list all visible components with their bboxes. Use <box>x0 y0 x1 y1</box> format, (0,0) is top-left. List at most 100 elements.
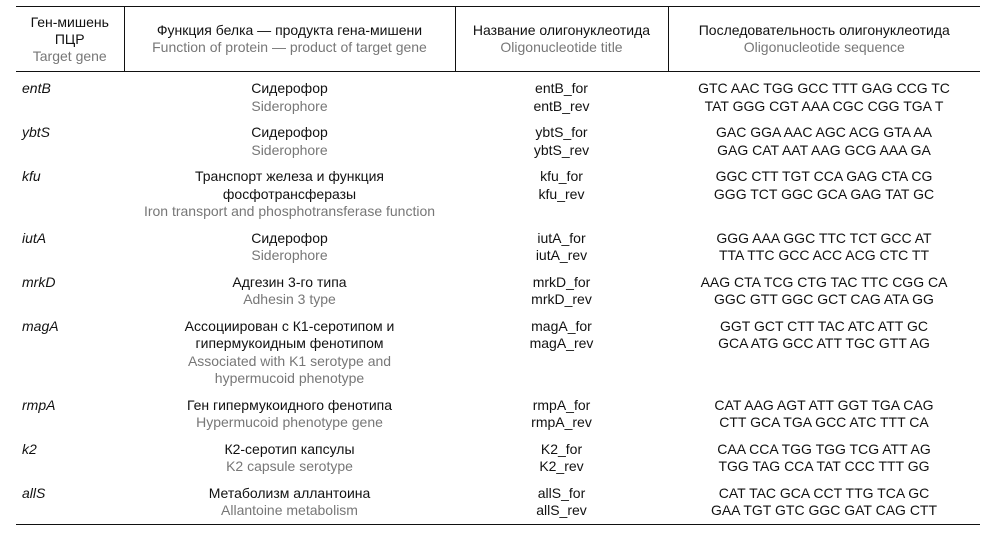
sequence-for: CAT AAG AGT ATT GGT TGA CAG <box>714 396 934 413</box>
sequence-cell: CAT AAG AGT ATT GGT TGA CAG CTT GCA TGA G… <box>668 392 980 436</box>
title-cell: rmpA_for rmpA_rev <box>455 392 668 436</box>
gene-cell: rmpA <box>16 392 124 436</box>
sequence-for: GGT GCT CTT TAC ATC ATT GC <box>720 317 928 334</box>
function-ru: Ассоциирован с К1-серотипом и гипермукои… <box>184 317 395 352</box>
sequence-rev: GAG CAT AAT AAG GCG AAA GA <box>717 141 931 158</box>
table-row: k2 К2-серотип капсулы K2 capsule serotype… <box>16 436 980 480</box>
primer-for: rmpA_for <box>532 396 591 413</box>
sequence-rev: GCA ATG GCC ATT TGC GTT AG <box>718 335 930 351</box>
gene-cell: allS <box>16 480 124 525</box>
gene-cell: mrkD <box>16 269 124 313</box>
title-cell: entB_for entB_rev <box>455 72 668 120</box>
sequence-rev: GGC GTT GGC GCT CAG ATA GG <box>714 291 934 307</box>
sequence-for: GGG AAA GGC TTC TCT GCC AT <box>716 229 932 246</box>
sequence-cell: GGT GCT CTT TAC ATC ATT GC GCA ATG GCC AT… <box>668 313 980 392</box>
primer-rev: K2_rev <box>539 458 584 474</box>
primer-for: K2_for <box>540 440 583 457</box>
table-row: rmpA Ген гипермукоидного фенотипа Hypermu… <box>16 392 980 436</box>
gene-name: allS <box>22 484 46 501</box>
gene-name: magA <box>22 317 59 334</box>
primer-for: iutA_for <box>537 229 586 246</box>
sequence-rev: TTA TTC GCC ACC ACG CTC TT <box>718 247 929 263</box>
table-row: iutA Сидерофор Siderophore iutA_for iutA_r… <box>16 225 980 269</box>
gene-cell: kfu <box>16 164 124 226</box>
gene-cell: k2 <box>16 436 124 480</box>
title-cell: mrkD_for mrkD_rev <box>455 269 668 313</box>
gene-cell: iutA <box>16 225 124 269</box>
gene-cell: ybtS <box>16 120 124 164</box>
title-cell: iutA_for iutA_rev <box>455 225 668 269</box>
sequence-rev: TAT GGG CGT AAA CGC CGG TGA T <box>704 97 944 114</box>
function-cell: Сидерофор Siderophore <box>124 225 455 269</box>
header-ru: Последовательность олигонуклеотида <box>698 22 950 38</box>
primer-rev: iutA_rev <box>535 247 588 263</box>
title-cell: magA_for magA_rev <box>455 313 668 392</box>
gene-cell: magA <box>16 313 124 392</box>
sequence-cell: CAT TAC GCA CCT TTG TCA GC GAA TGT GTC GG… <box>668 480 980 525</box>
function-ru: Адгезин 3-го типа <box>232 273 347 290</box>
sequence-cell: GGC CTT TGT CCA GAG CTA CG GGG TCT GGC GC… <box>668 164 980 226</box>
gene-cell: entB <box>16 72 124 120</box>
primer-for: allS_for <box>537 484 586 501</box>
table-row: allS Метаболизм аллантоина Allantoine met… <box>16 480 980 525</box>
primer-rev: ybtS_rev <box>533 141 590 158</box>
table-row: magA Ассоциирован с К1-серотипом и гипер… <box>16 313 980 392</box>
primer-rev: allS_rev <box>536 502 587 518</box>
function-ru: К2-серотип капсулы <box>224 440 355 457</box>
header-en: Target gene <box>32 47 107 64</box>
function-en: Siderophore <box>251 141 328 158</box>
gene-name: iutA <box>22 229 47 246</box>
header-row: Ген-мишень ПЦР Target gene Функция белка … <box>16 6 980 72</box>
table-row: kfu Транспорт железа и функция фосфотран… <box>16 164 980 226</box>
primer-for: entB_for <box>535 80 588 96</box>
gene-name: rmpA <box>22 396 56 413</box>
sequence-for: AAG CTA TCG CTG TAC TTC CGG CA <box>700 273 948 290</box>
function-en: Siderophore <box>251 97 328 114</box>
function-en: Hypermucoid phenotype gene <box>196 414 383 430</box>
primer-rev: magA_rev <box>529 335 594 351</box>
function-en: K2 capsule serotype <box>226 458 353 474</box>
sequence-rev: GAA TGT GTC GGC GAT CAG CTT <box>710 502 938 518</box>
table-row: ybtS Сидерофор Siderophore ybtS_for ybtS_r… <box>16 120 980 164</box>
sequence-cell: CAA CCA TGG TGG TCG ATT AG TGG TAG CCA TA… <box>668 436 980 480</box>
header-ru: Функция белка — продукта гена-мишени <box>156 22 423 38</box>
primer-rev: kfu_rev <box>538 185 585 202</box>
table-row: mrkD Адгезин 3-го типа Adhesin 3 type mrk… <box>16 269 980 313</box>
primer-rev: mrkD_rev <box>531 291 592 307</box>
oligonucleotide-table: Ген-мишень ПЦР Target gene Функция белка … <box>16 6 980 525</box>
sequence-rev: CTT GCA TGA GCC ATC TTT CA <box>719 414 929 430</box>
function-cell: Сидерофор Siderophore <box>124 120 455 164</box>
function-ru: Метаболизм аллантоина <box>208 484 371 501</box>
header-en: Function of protein — product of target … <box>152 39 427 55</box>
sequence-for: GGC CTT TGT CCA GAG CTA CG <box>715 168 933 184</box>
header-ru: Ген-мишень ПЦР <box>30 13 109 47</box>
sequence-rev: TGG TAG CCA TAT CCC TTT GG <box>718 458 930 474</box>
gene-name: k2 <box>22 440 37 457</box>
gene-name: entB <box>22 80 51 96</box>
title-cell: K2_for K2_rev <box>455 436 668 480</box>
primer-for: magA_for <box>531 317 592 334</box>
sequence-for: GAC GGA AAC AGC ACG GTA AA <box>715 124 933 140</box>
primer-for: ybtS_for <box>535 124 588 140</box>
function-ru: Сидерофор <box>251 229 328 246</box>
gene-name: kfu <box>22 168 41 184</box>
primer-for: mrkD_for <box>532 273 591 290</box>
header-sequence: Последовательность олигонуклеотида Oligon… <box>667 6 980 72</box>
title-cell: allS_for allS_rev <box>455 480 668 525</box>
sequence-for: GTC AAC TGG GCC TTT GAG CCG TC <box>698 80 950 96</box>
gene-name: mrkD <box>22 273 56 290</box>
function-cell: Транспорт железа и функция фосфотрансфер… <box>124 164 455 226</box>
header-en: Oligonucleotide title <box>500 39 623 55</box>
function-en: Adhesin 3 type <box>243 291 336 307</box>
header-en: Oligonucleotide sequence <box>743 39 905 55</box>
primer-rev: rmpA_rev <box>531 414 592 430</box>
gene-name: ybtS <box>22 124 51 140</box>
function-cell: Метаболизм аллантоина Allantoine metaboli… <box>124 480 455 525</box>
sequence-rev: GGG TCT GGC GCA GAG TAT GC <box>713 185 935 202</box>
header-function: Функция белка — продукта гена-мишени Func… <box>123 6 455 72</box>
function-cell: Ген гипермукоидного фенотипа Hypermucoid … <box>124 392 455 436</box>
sequence-for: CAT TAC GCA CCT TTG TCA GC <box>718 484 930 501</box>
function-cell: К2-серотип капсулы K2 capsule serotype <box>124 436 455 480</box>
function-en: Associated with K1 serotype and hypermuc… <box>187 352 392 387</box>
header-ru: Название олигонуклеотида <box>472 22 651 38</box>
